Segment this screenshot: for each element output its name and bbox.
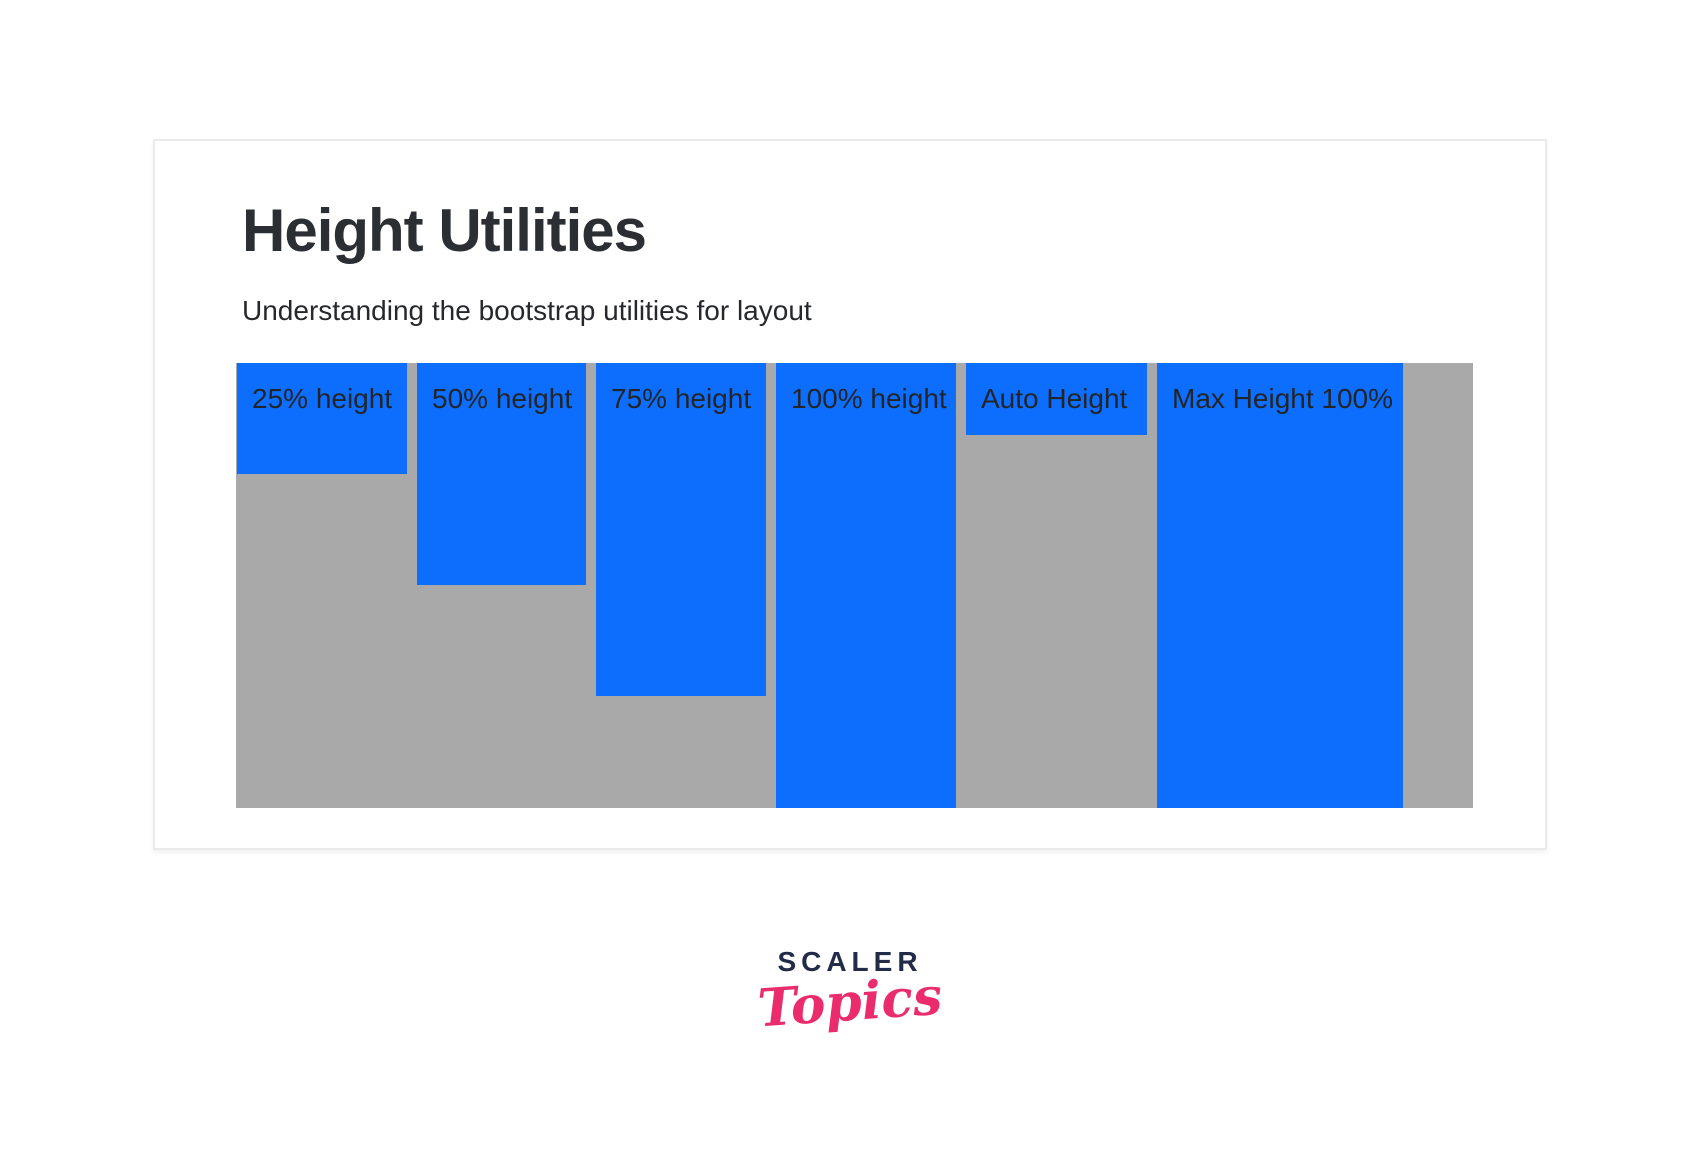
height-box-2: 50% height [417,363,586,585]
height-box-5: Auto Height [966,363,1147,435]
demo-card: Height Utilities Understanding the boots… [153,139,1547,850]
height-box-4: 100% height [776,363,956,808]
page-subtitle: Understanding the bootstrap utilities fo… [242,295,812,326]
height-box-6: Max Height 100% [1157,363,1403,808]
logo-scaler-text: SCALER [777,946,923,977]
logo-topics-text: Topics [755,965,945,1040]
height-box-1: 25% height [237,363,407,474]
page-title: Height Utilities [242,197,647,264]
height-demo-container: 25% height 50% height 75% height 100% heigh… [236,363,1473,808]
height-box-3: 75% height [596,363,766,696]
scaler-topics-logo: SCALER Topics [0,946,1700,1039]
